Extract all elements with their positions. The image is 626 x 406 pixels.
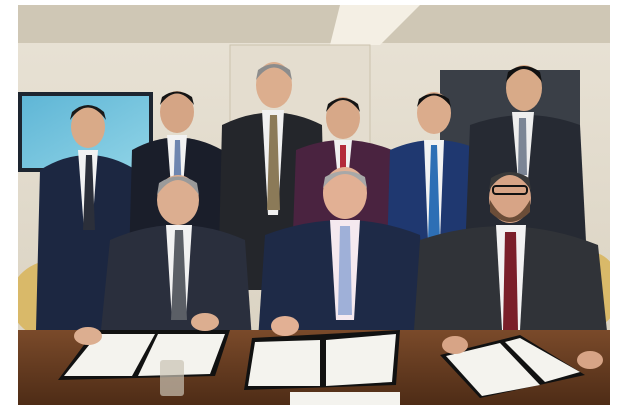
glasses (492, 185, 528, 195)
beard (490, 200, 530, 222)
face (256, 62, 292, 108)
document-page (248, 340, 320, 386)
hair (256, 64, 292, 80)
seated-person (412, 172, 610, 360)
tie (83, 155, 95, 230)
document-page (326, 334, 396, 386)
hair (323, 171, 367, 188)
ceiling (18, 5, 610, 43)
tie (171, 230, 187, 320)
hair (506, 66, 542, 82)
tie (503, 232, 518, 330)
face (417, 92, 451, 134)
document-page (446, 343, 540, 396)
document-page (138, 334, 225, 376)
hand (271, 316, 299, 336)
tie (340, 145, 346, 170)
face (323, 167, 367, 219)
tie (518, 118, 527, 175)
document-page (64, 334, 155, 376)
hair (160, 91, 194, 105)
face (160, 91, 194, 133)
tie (428, 145, 440, 240)
tie (338, 226, 352, 315)
face (506, 65, 542, 111)
document-page (505, 338, 580, 382)
hand (74, 327, 102, 345)
hair (326, 98, 360, 112)
ceiling-light (330, 5, 420, 45)
hair (70, 105, 106, 120)
hand (191, 313, 219, 331)
hair (489, 172, 531, 190)
seated-person (100, 175, 252, 340)
hand (577, 351, 603, 369)
seated-person (258, 167, 428, 340)
face (326, 97, 360, 139)
tie (267, 115, 280, 210)
face (157, 175, 199, 225)
water-glass (160, 360, 184, 396)
hair (417, 93, 451, 107)
scene (18, 5, 610, 405)
hair (157, 176, 199, 195)
paper (290, 392, 400, 405)
hand (442, 336, 468, 354)
face (71, 106, 105, 148)
